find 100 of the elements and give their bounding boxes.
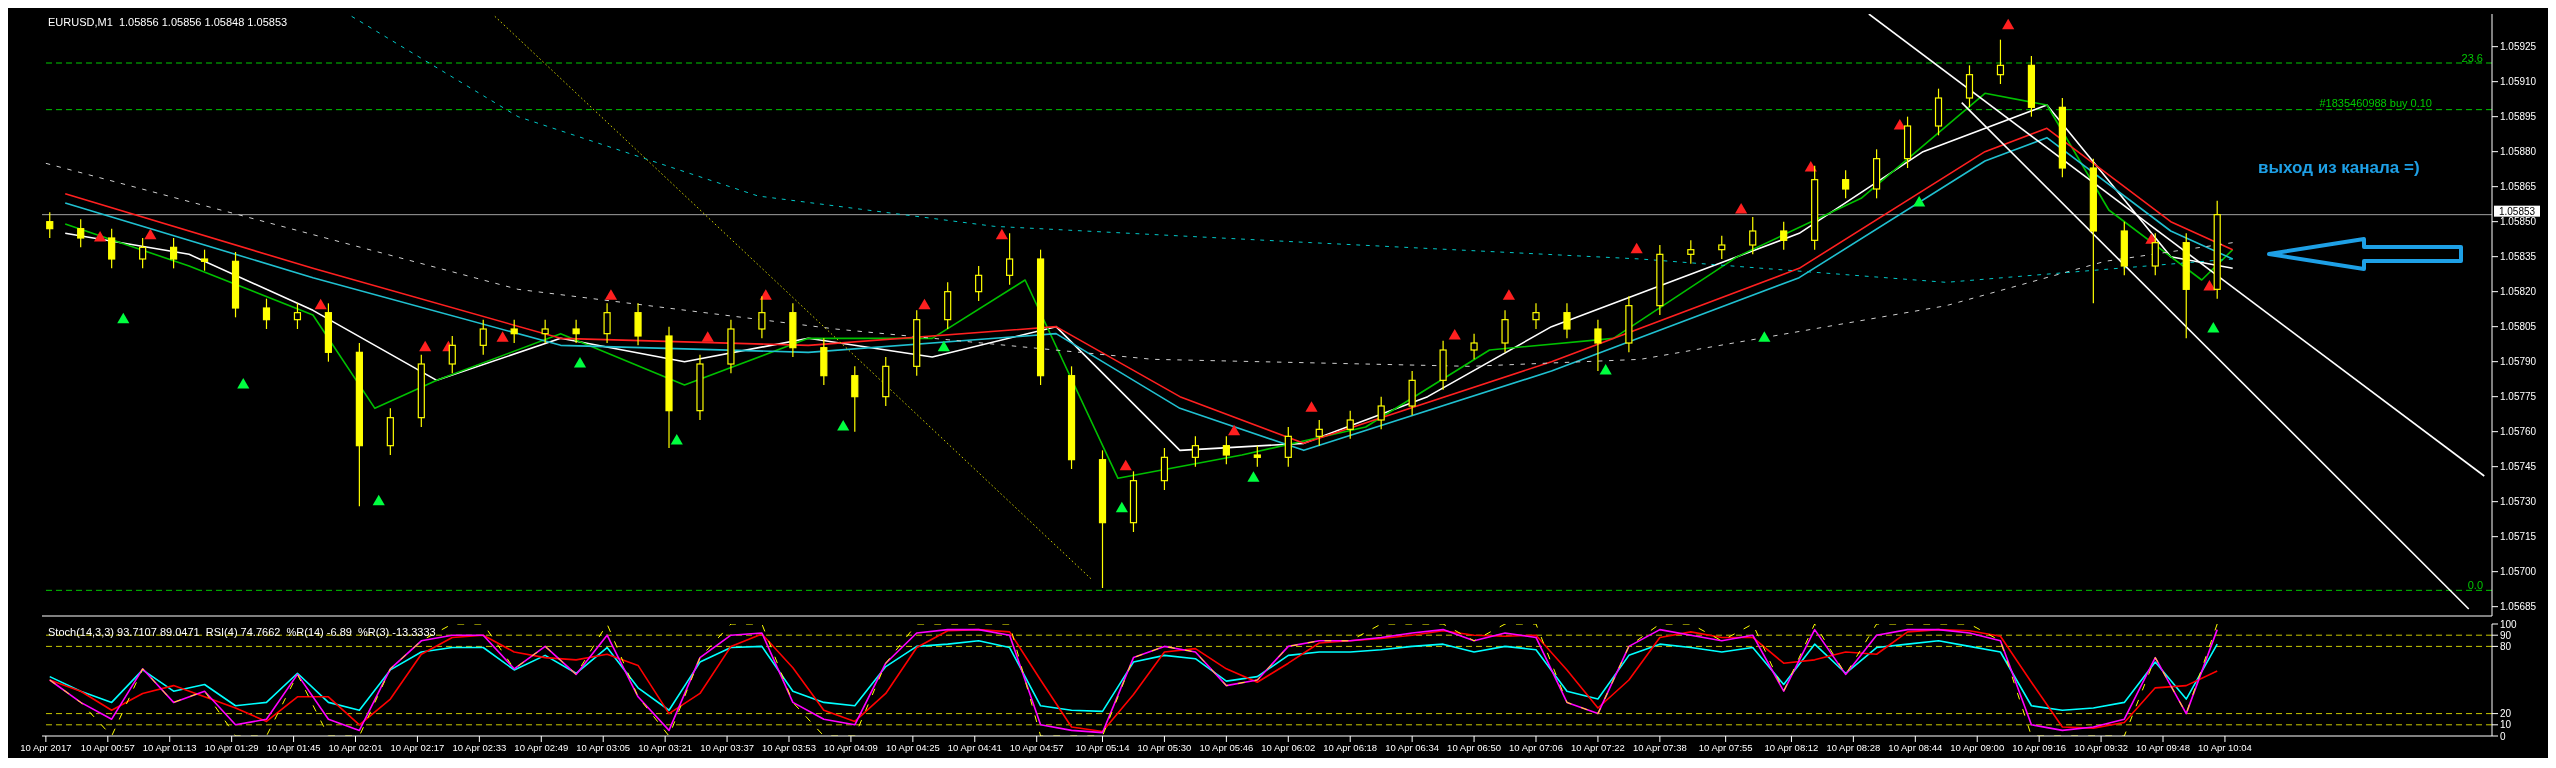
candlestick [1253,445,1261,468]
x-tick-label: 10 Apr 05:46 [1199,741,1254,753]
point [419,340,432,352]
candlestick [510,319,518,344]
y-tick-label: 1.05685 [2500,601,2537,613]
line-series [45,162,2234,367]
y-tick-label: 90 [2500,629,2512,641]
x-tick-label: 10 Apr 07:22 [1570,741,1625,753]
candlestick [1563,302,1571,339]
x-tick-label: 10 Apr 08:12 [1764,741,1819,753]
x-tick-label: 10 Apr 09:32 [2074,741,2129,753]
x-tick-label: 10 Apr 00:57 [80,741,135,753]
point [2203,279,2216,291]
x-tick-label: 10 Apr 07:38 [1632,741,1687,753]
x-tick-label: 10 Apr 2017 [20,741,72,753]
candlestick [1006,232,1014,286]
candlestick [1965,64,1974,108]
point [1247,471,1260,482]
x-tick-label: 10 Apr 09:16 [2012,741,2067,753]
candlestick [1780,221,1788,251]
x-tick-label: 10 Apr 02:01 [328,741,383,753]
candlestick [1346,410,1354,440]
y-tick-label: 1.05790 [2500,356,2537,368]
y-tick-label: 1.05820 [2500,286,2537,298]
point [1804,160,1817,172]
x-tick-label: 10 Apr 07:55 [1698,741,1753,753]
y-tick-label: 80 [2500,640,2512,652]
point [2002,18,2015,30]
point [117,312,130,324]
candlestick [975,265,983,302]
x-tick-label: 10 Apr 08:28 [1826,741,1881,753]
candlestick [1315,419,1323,447]
candlestick [634,302,642,346]
x-tick-label: 10 Apr 05:14 [1075,741,1130,753]
candlestick [479,319,487,356]
point [995,228,1008,240]
candlestick [200,249,209,272]
point [701,331,714,342]
x-tick-label: 10 Apr 04:25 [885,741,940,753]
x-tick-label: 10 Apr 04:09 [823,741,878,753]
x-tick-label: 10 Apr 06:34 [1385,741,1440,753]
point [1630,242,1643,254]
candlestick [541,319,549,344]
candlestick [1377,396,1385,430]
x-tick-label: 10 Apr 03:37 [700,741,755,753]
x-tick-label: 10 Apr 06:50 [1447,741,1502,753]
x-tick-label: 10 Apr 03:05 [576,741,631,753]
point [93,230,107,242]
x-tick-label: 10 Apr 06:18 [1323,741,1378,753]
y-tick-label: 1.05880 [2500,146,2537,158]
x-tick-label: 10 Apr 04:41 [947,741,1002,753]
y-tick-label: 1.05715 [2500,531,2537,543]
y-tick-label: 100 [2500,618,2518,630]
y-tick-label: 0 [2500,730,2506,742]
x-tick-label: 10 Apr 06:02 [1261,741,1316,753]
point [2207,321,2220,333]
point [1228,424,1241,436]
point [237,377,250,389]
candlestick [1718,235,1726,260]
ref-line-label: 1.05853 [2498,206,2536,218]
annotation: 0.0 [2467,579,2483,592]
line-series [48,640,2218,713]
y-tick-label: 1.05745 [2500,461,2537,473]
y-tick-label: 1.05835 [2500,251,2537,263]
annotation: 23.6 [2461,51,2483,64]
point [1305,401,1318,412]
x-tick-label: 10 Apr 09:48 [2136,741,2190,753]
x-tick-label: 10 Apr 01:45 [266,741,321,753]
ref-line-label: #1835460988 buy 0.10 [2319,96,2432,109]
candlestick [46,211,54,239]
x-tick-label: 10 Apr 02:49 [514,741,569,753]
chart-title: EURUSD,M1 1.05856 1.05856 1.05848 1.05853 [48,16,288,28]
point [1758,331,1771,342]
candlestick [293,302,302,330]
y-tick-label: 1.05850 [2500,216,2537,228]
point [144,228,157,240]
candlestick [572,319,580,344]
y-tick-label: 1.05910 [2500,76,2537,88]
x-tick-label: 10 Apr 05:30 [1137,741,1192,753]
candlestick [1284,426,1292,468]
candlestick [170,237,178,269]
y-tick-label: 1.05760 [2500,426,2537,438]
candlestick [1687,239,1695,265]
candlestick [108,228,116,269]
point [496,331,509,342]
point [604,289,618,300]
point [1115,501,1128,513]
point [1502,289,1515,300]
point [1735,202,1748,214]
candlestick [262,298,271,330]
candlestick [603,302,611,344]
x-tick-label: 10 Apr 01:13 [142,741,197,753]
point [837,419,850,431]
candlestick [1532,302,1540,330]
y-tick-label: 1.05925 [2500,41,2537,53]
point [372,494,385,506]
candlestick [1501,309,1509,353]
y-tick-label: 20 [2500,708,2512,720]
candlestick [758,295,766,339]
point [1913,195,1926,207]
